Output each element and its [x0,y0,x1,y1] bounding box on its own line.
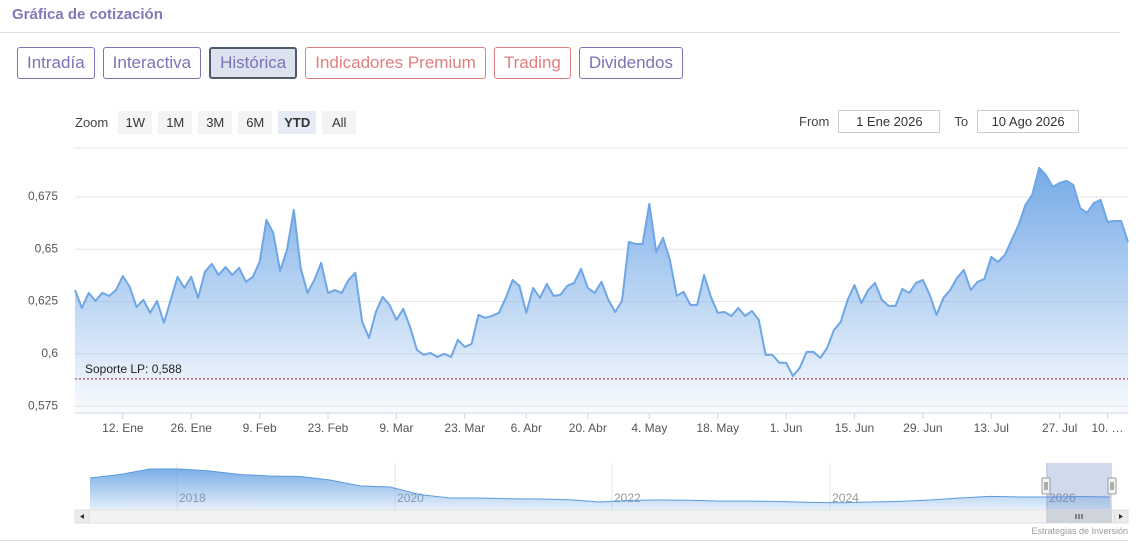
x-tick-label: 26. Ene [171,421,213,435]
x-tick-label: 23. Mar [444,421,485,435]
scrollbar-grip [1075,514,1083,519]
x-tick-label: 29. Jun [903,421,942,435]
area-fill [75,167,1128,413]
arrow-left [80,514,84,519]
area-fill [90,469,1110,510]
x-tick-label: 13. Jul [974,421,1009,435]
divider [0,32,1120,33]
series-line [89,468,1111,504]
y-tick-label: 0,6 [41,346,58,360]
x-tick-label: 12. Ene [102,421,144,435]
x-tick-label: 20. Abr [569,421,607,435]
scrollbar-track [74,509,1129,524]
to-input[interactable] [977,110,1080,133]
y-tick-label: 0,65 [35,241,59,255]
y-tick-label: 0,675 [28,189,58,203]
zoom-button[interactable]: YTD [278,111,317,134]
tab[interactable]: Indicadores Premium [305,47,486,79]
from-input[interactable] [838,110,941,133]
x-tick-label: 9. Feb [243,421,277,435]
tab[interactable]: Dividendos [578,47,683,79]
y-tick-label: 0,625 [28,294,58,308]
x-tick-label: 2024 [832,491,859,505]
page-title: Gráfica de cotización [12,6,163,23]
zoom-button[interactable]: 6M [238,111,273,134]
x-tick-label: 1. Jun [770,421,803,435]
tab[interactable]: Interactiva [102,47,202,79]
y-tick-label: 0,575 [28,398,58,412]
handle-grip [1110,482,1114,490]
x-tick-label: 10. … [1091,421,1123,435]
zoom-bar: Zoom 1W 1M 3M 6M YTD All [75,111,357,134]
x-tick-label: 6. Abr [511,421,542,435]
x-tick-label: 15. Jun [835,421,874,435]
zoom-label: Zoom [75,115,109,130]
support-label: Soporte LP: 0,588 [85,362,182,376]
x-tick-label: 9. Mar [379,421,413,435]
zoom-button[interactable]: 1W [118,111,153,134]
x-tick-label: 23. Feb [308,421,349,435]
tab[interactable]: Histórica [209,47,298,79]
x-tick-label: 18. May [696,421,739,435]
tab[interactable]: Trading [493,47,571,79]
arrow-right [1119,514,1123,519]
to-label: To [954,114,969,129]
credit: Estrategias de Inversión [1031,526,1128,536]
handle-grip [1044,482,1048,490]
series-line [74,166,1129,377]
x-tick-label: 4. May [631,421,667,435]
x-tick-label: 27. Jul [1042,421,1077,435]
zoom-button[interactable]: 3M [198,111,233,134]
navigator-handle [1041,477,1051,495]
zoom-button[interactable]: All [322,111,357,134]
date-range: From To [799,110,1080,133]
divider [0,540,1128,541]
tab-bar: Intradía Interactiva Histórica Indicadores … [17,47,683,79]
navigator-handle [1107,477,1117,495]
zoom-button[interactable]: 1M [158,111,193,134]
from-label: From [799,114,830,129]
tab[interactable]: Intradía [17,47,95,79]
